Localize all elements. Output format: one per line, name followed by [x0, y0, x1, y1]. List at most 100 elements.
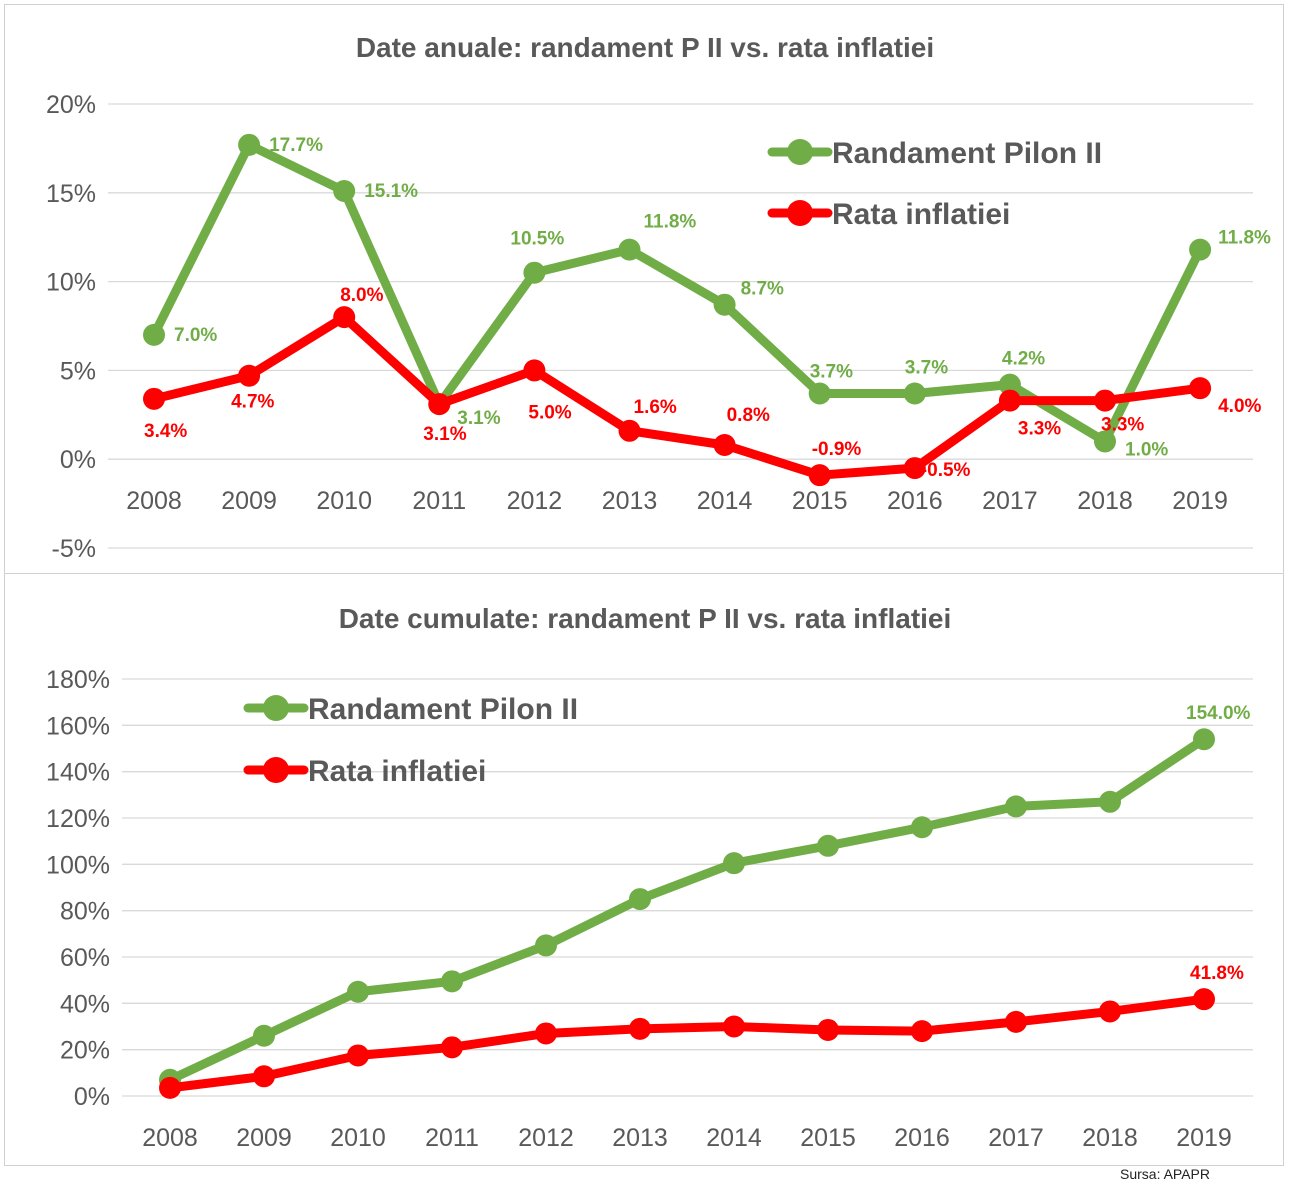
y-tick-label: 140% — [46, 759, 110, 787]
data-point — [1193, 988, 1215, 1011]
data-label: 3.1% — [457, 408, 500, 429]
legend-label: Randament Pilon II — [832, 137, 1102, 170]
data-label: 4.0% — [1218, 396, 1261, 417]
data-point — [441, 1036, 463, 1059]
data-label: 3.1% — [423, 424, 466, 445]
x-tick-label: 2016 — [887, 487, 943, 515]
data-point — [159, 1076, 181, 1099]
x-tick-label: 2009 — [221, 487, 277, 515]
x-tick-label: 2014 — [697, 487, 753, 515]
data-point — [713, 293, 736, 316]
data-point — [143, 323, 165, 346]
y-tick-label: 20% — [46, 91, 96, 119]
y-tick-label: 180% — [46, 666, 110, 694]
x-tick-label: 2008 — [142, 1124, 198, 1152]
data-point — [998, 373, 1021, 396]
chart-title: Date anuale: randament P II vs. rata inf… — [356, 32, 934, 63]
y-tick-label: 10% — [46, 269, 96, 297]
data-point — [817, 834, 839, 857]
y-tick-label: 80% — [60, 898, 110, 926]
x-tick-label: 2019 — [1172, 487, 1228, 515]
data-point — [1094, 430, 1116, 453]
data-point — [618, 238, 641, 261]
data-point — [347, 980, 369, 1003]
data-label: 8.0% — [340, 285, 383, 306]
x-tick-label: 2008 — [126, 487, 182, 515]
data-point — [1005, 1010, 1027, 1033]
data-label: 3.3% — [1018, 419, 1061, 440]
series-line-inflatie — [165, 994, 1209, 1093]
legend-label: Rata inflatiei — [308, 755, 486, 788]
x-tick-label: 2012 — [507, 487, 563, 515]
data-point — [618, 419, 641, 442]
data-point — [629, 1017, 651, 1040]
data-label: 41.8% — [1190, 963, 1244, 984]
data-point — [808, 464, 831, 487]
y-tick-label: 15% — [46, 180, 96, 208]
data-point — [347, 1044, 369, 1067]
data-point — [629, 888, 651, 911]
legend-marker — [787, 200, 813, 226]
x-tick-label: 2018 — [1077, 487, 1133, 515]
x-tick-label: 2011 — [425, 1124, 479, 1152]
data-label: 5.0% — [528, 402, 571, 423]
x-tick-label: 2016 — [894, 1124, 950, 1152]
data-label: 4.7% — [231, 392, 274, 413]
data-point — [253, 1024, 275, 1047]
data-label: 154.0% — [1186, 703, 1251, 724]
x-tick-label: 2014 — [706, 1124, 762, 1152]
data-label: 17.7% — [269, 135, 323, 156]
x-tick-label: 2015 — [792, 487, 848, 515]
data-label: 11.8% — [644, 212, 697, 233]
y-tick-label: 160% — [46, 712, 110, 740]
data-point — [238, 133, 261, 156]
data-point — [1094, 389, 1116, 412]
y-tick-label: 120% — [46, 805, 110, 833]
data-point — [441, 970, 463, 993]
data-point — [143, 387, 165, 410]
x-tick-label: 2017 — [982, 487, 1038, 515]
data-point — [911, 816, 933, 839]
y-tick-label: 20% — [60, 1037, 110, 1065]
legend-label: Rata inflatiei — [832, 198, 1010, 231]
x-tick-label: 2015 — [800, 1124, 856, 1152]
data-label: 11.8% — [1218, 228, 1271, 249]
data-point — [713, 433, 736, 456]
data-label: 1.6% — [634, 397, 677, 418]
data-point — [1189, 377, 1212, 400]
y-tick-label: 0% — [74, 1083, 110, 1111]
chart-title: Date cumulate: randament P II vs. rata i… — [339, 603, 952, 634]
legend-label: Randament Pilon II — [308, 693, 578, 726]
data-label: -0.9% — [812, 439, 862, 460]
x-tick-label: 2013 — [602, 487, 658, 515]
data-point — [998, 389, 1021, 412]
data-label: 4.2% — [1002, 349, 1045, 370]
data-point — [333, 306, 356, 329]
data-label: 3.4% — [144, 421, 187, 442]
data-point — [523, 261, 546, 284]
x-tick-label: 2013 — [612, 1124, 668, 1152]
data-point — [253, 1065, 275, 1088]
x-tick-label: 2019 — [1176, 1124, 1232, 1152]
data-point — [1005, 795, 1027, 818]
data-label: -0.5% — [921, 460, 971, 481]
source-note: Sursa: APAPR — [1120, 1166, 1211, 1182]
data-point — [817, 1018, 839, 1041]
y-tick-label: 40% — [60, 990, 110, 1018]
series-line-randament — [165, 734, 1209, 1085]
data-point — [428, 393, 451, 416]
x-tick-label: 2011 — [412, 487, 466, 515]
series-line-randament — [149, 140, 1205, 446]
x-tick-label: 2017 — [988, 1124, 1044, 1152]
data-point — [523, 359, 546, 382]
y-tick-label: 0% — [60, 446, 96, 474]
y-tick-label: 100% — [46, 851, 110, 879]
annual-chart: Date anuale: randament P II vs. rata inf… — [46, 32, 1271, 563]
series-line-inflatie — [149, 312, 1205, 480]
x-tick-label: 2010 — [330, 1124, 386, 1152]
x-tick-label: 2010 — [316, 487, 372, 515]
data-point — [911, 1020, 933, 1043]
data-point — [723, 852, 745, 875]
legend-marker — [787, 139, 813, 165]
